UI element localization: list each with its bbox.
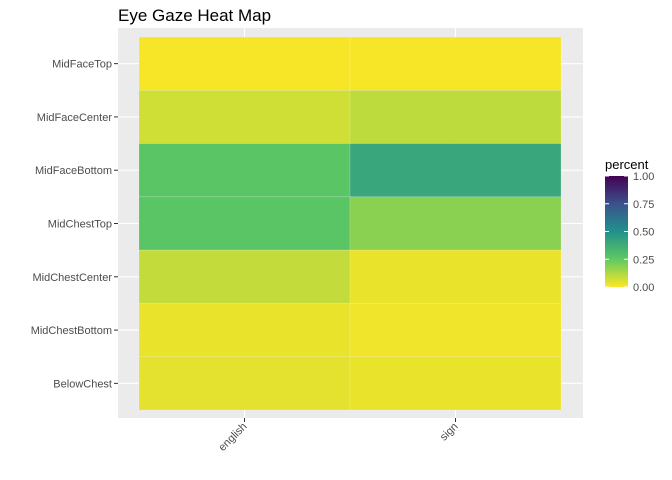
- y-tick-label: MidFaceBottom: [35, 165, 112, 177]
- x-tick-label: english: [216, 421, 249, 454]
- legend-title: percent: [605, 157, 649, 172]
- heatmap-cell-MidFaceBottom-english: [138, 143, 351, 198]
- x-axis: english sign: [216, 418, 461, 454]
- heatmap-cell-BelowChest-english: [138, 356, 351, 411]
- heatmap-cell-BelowChest-sign: [349, 356, 562, 411]
- legend-tick-label: 1.00: [633, 171, 654, 183]
- legend-tick-label: 0.50: [633, 227, 654, 239]
- heatmap-cell-MidFaceCenter-english: [138, 89, 351, 144]
- heatmap-cell-MidChestTop-sign: [349, 196, 562, 251]
- heatmap-cell-MidChestTop-english: [138, 196, 351, 251]
- legend-tick-label: 0.75: [633, 199, 654, 211]
- heatmap-cell-MidChestBottom-english: [138, 303, 351, 358]
- heatmap-cell-MidFaceBottom-sign: [349, 143, 562, 198]
- y-axis: MidFaceTop MidFaceCenter MidFaceBottom MidC…: [31, 59, 118, 390]
- heatmap-cells: [138, 36, 562, 411]
- y-tick-label: MidChestBottom: [31, 325, 112, 337]
- y-tick-label: BelowChest: [53, 378, 112, 390]
- y-tick-label: MidChestCenter: [33, 272, 113, 284]
- y-tick-label: MidChestTop: [48, 219, 112, 231]
- heatmap-cell-MidFaceCenter-sign: [349, 89, 562, 144]
- legend-tick-label: 0.00: [633, 282, 654, 294]
- legend-colorbar: [605, 176, 628, 287]
- y-tick-label: MidFaceTop: [52, 59, 112, 71]
- heatmap-cell-MidFaceTop-sign: [349, 36, 562, 91]
- heatmap-cell-MidFaceTop-english: [138, 36, 351, 91]
- heatmap-cell-MidChestCenter-english: [138, 249, 351, 304]
- color-legend: percent 1.00 0.75 0.50 0.25 0.00: [605, 157, 654, 294]
- chart-title: Eye Gaze Heat Map: [118, 6, 271, 25]
- x-tick-label: sign: [438, 421, 461, 444]
- legend-tick-label: 0.25: [633, 254, 654, 266]
- heatmap-cell-MidChestCenter-sign: [349, 249, 562, 304]
- heatmap-cell-MidChestBottom-sign: [349, 303, 562, 358]
- y-tick-label: MidFaceCenter: [37, 112, 113, 124]
